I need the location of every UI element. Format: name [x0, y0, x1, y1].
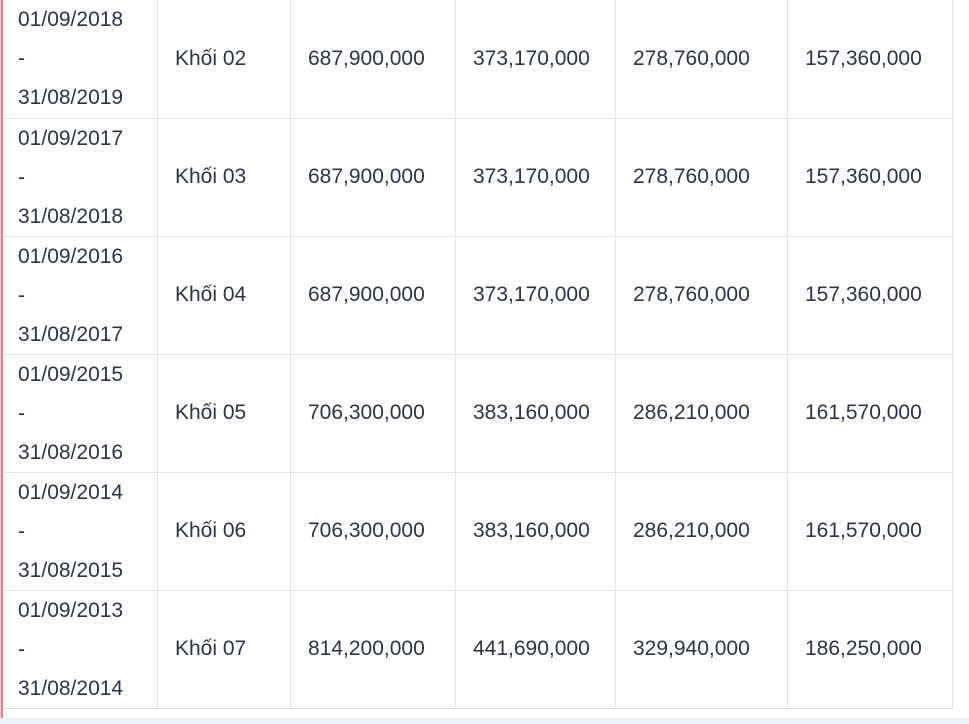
cell-fee-2: 383,160,000 — [455, 353, 616, 473]
cell-fee-1: 687,900,000 — [290, 0, 456, 119]
period-start: 01/09/2016 — [18, 244, 124, 268]
cell-fee-1: 706,300,000 — [290, 471, 456, 591]
period-separator: - — [18, 283, 25, 307]
fee-table-body: 01/09/2018 - 31/08/2019 Khối 02 687,900,… — [0, 0, 953, 709]
cell-period: 01/09/2014 - 31/08/2015 — [0, 471, 158, 591]
cell-fee-2: 373,170,000 — [455, 117, 616, 237]
cell-fee-1: 687,900,000 — [290, 117, 456, 237]
cell-period: 01/09/2017 - 31/08/2018 — [0, 117, 158, 237]
period-separator: - — [18, 637, 25, 661]
cell-grade: Khối 04 — [157, 235, 291, 355]
cell-fee-3: 329,940,000 — [615, 589, 788, 709]
period-end: 31/08/2014 — [18, 676, 124, 700]
cell-grade: Khối 03 — [157, 117, 291, 237]
cell-fee-4: 161,570,000 — [787, 353, 953, 473]
cell-fee-2: 373,170,000 — [455, 0, 616, 119]
cell-fee-1: 706,300,000 — [290, 353, 456, 473]
table-row: 01/09/2017 - 31/08/2018 Khối 03 687,900,… — [0, 117, 953, 237]
table-row: 01/09/2015 - 31/08/2016 Khối 05 706,300,… — [0, 353, 953, 473]
period-end: 31/08/2017 — [18, 322, 124, 346]
cell-fee-3: 278,760,000 — [615, 235, 788, 355]
cell-fee-4: 157,360,000 — [787, 0, 953, 119]
cell-period: 01/09/2015 - 31/08/2016 — [0, 353, 158, 473]
cell-fee-3: 286,210,000 — [615, 353, 788, 473]
table-row: 01/09/2018 - 31/08/2019 Khối 02 687,900,… — [0, 0, 953, 119]
cell-fee-3: 278,760,000 — [615, 0, 788, 119]
cell-fee-2: 383,160,000 — [455, 471, 616, 591]
period-start: 01/09/2018 — [18, 8, 124, 32]
table-row: 01/09/2013 - 31/08/2014 Khối 07 814,200,… — [0, 589, 953, 709]
cell-fee-4: 157,360,000 — [787, 117, 953, 237]
cell-period: 01/09/2013 - 31/08/2014 — [0, 589, 158, 709]
cell-period: 01/09/2016 - 31/08/2017 — [0, 235, 158, 355]
cell-fee-2: 373,170,000 — [455, 235, 616, 355]
cell-fee-1: 814,200,000 — [290, 589, 456, 709]
bottom-strip — [0, 718, 969, 724]
period-start: 01/09/2013 — [18, 598, 124, 622]
table-row: 01/09/2016 - 31/08/2017 Khối 04 687,900,… — [0, 235, 953, 355]
period-end: 31/08/2016 — [18, 440, 124, 464]
cell-grade: Khối 06 — [157, 471, 291, 591]
period-separator: - — [18, 401, 25, 425]
cell-fee-4: 157,360,000 — [787, 235, 953, 355]
cell-fee-4: 161,570,000 — [787, 471, 953, 591]
period-start: 01/09/2015 — [18, 362, 124, 386]
cell-grade: Khối 07 — [157, 589, 291, 709]
fee-table: 01/09/2018 - 31/08/2019 Khối 02 687,900,… — [0, 0, 953, 709]
cell-period: 01/09/2018 - 31/08/2019 — [0, 0, 158, 119]
period-start: 01/09/2017 — [18, 126, 124, 150]
period-separator: - — [18, 519, 25, 543]
cell-grade: Khối 02 — [157, 0, 291, 119]
period-end: 31/08/2019 — [18, 86, 124, 110]
cell-fee-2: 441,690,000 — [455, 589, 616, 709]
cell-fee-4: 186,250,000 — [787, 589, 953, 709]
period-end: 31/08/2018 — [18, 204, 124, 228]
cell-fee-1: 687,900,000 — [290, 235, 456, 355]
period-end: 31/08/2015 — [18, 558, 124, 582]
cell-grade: Khối 05 — [157, 353, 291, 473]
cell-fee-3: 278,760,000 — [615, 117, 788, 237]
table-row: 01/09/2014 - 31/08/2015 Khối 06 706,300,… — [0, 471, 953, 591]
period-start: 01/09/2014 — [18, 480, 124, 504]
period-separator: - — [18, 165, 25, 189]
period-separator: - — [18, 47, 25, 71]
left-accent-stripe — [0, 0, 3, 718]
cell-fee-3: 286,210,000 — [615, 471, 788, 591]
